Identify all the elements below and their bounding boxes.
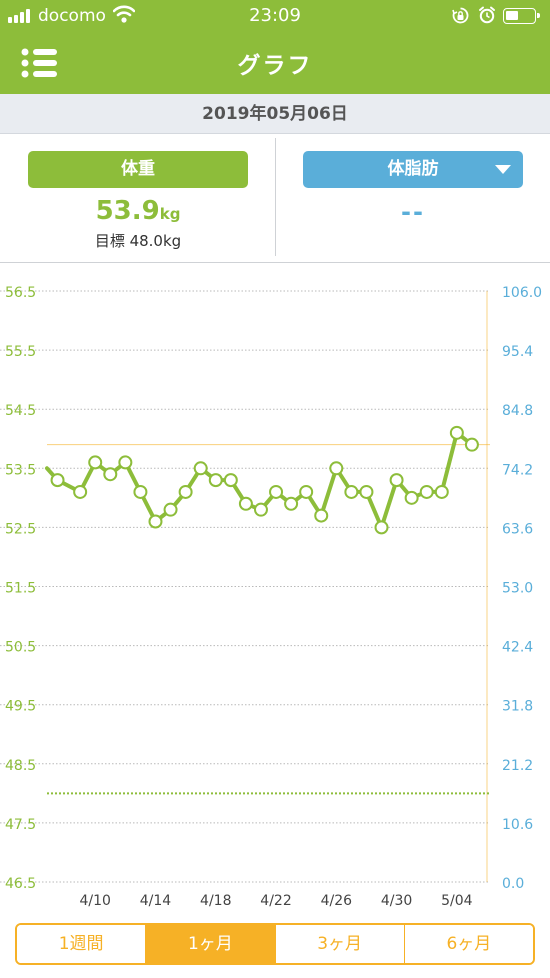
orientation-lock-icon [452, 7, 469, 24]
y-right-tick-label: 74.2 [502, 462, 533, 478]
top-nav-bar: グラフ [0, 34, 550, 94]
weight-data-point[interactable] [208, 473, 223, 488]
weight-target: 目標 48.0kg [94, 232, 182, 250]
y-right-tick-label: 21.2 [502, 758, 533, 774]
y-right-tick-label: 63.6 [502, 521, 533, 537]
current-date: 2019年05月06日 [0, 94, 550, 134]
weight-data-point[interactable] [148, 514, 163, 529]
body-fat-label: 体脂肪 [387, 159, 439, 179]
status-bar: docomo 23:09 [0, 0, 550, 34]
y-left-tick-label: 50.5 [5, 640, 36, 656]
x-tick-label: 4/18 [200, 893, 231, 909]
y-right-tick-label: 10.6 [502, 817, 533, 833]
weight-chart[interactable]: 56.5 106.0 55.5 95.4 54.5 84.8 53.5 74.2 52.5 63.… [0, 263, 550, 913]
weight-value: 53.9kg [0, 196, 276, 226]
y-left-tick-label: 51.5 [5, 581, 36, 597]
y-left-tick-label: 54.5 [5, 403, 36, 419]
weight-data-point[interactable] [449, 425, 464, 440]
y-left-tick-label: 46.5 [5, 876, 36, 892]
battery-icon [503, 8, 540, 24]
body-fat-panel: 体脂肪 -- [276, 134, 550, 262]
weight-data-point[interactable] [314, 508, 329, 523]
weight-panel: 体重 53.9kg 目標 48.0kg [0, 134, 276, 262]
y-right-tick-label: 31.8 [502, 699, 533, 715]
x-tick-label: 4/22 [260, 893, 291, 909]
wifi-icon [113, 5, 135, 23]
clock-time: 23:09 [249, 5, 301, 26]
weight-data-point[interactable] [163, 502, 178, 517]
range-tab[interactable]: 6ヶ月 [404, 925, 533, 963]
weight-number: 53.9 [95, 196, 160, 226]
y-left-tick-label: 48.5 [5, 758, 36, 774]
weight-data-point[interactable] [299, 484, 314, 499]
y-left-tick-label: 53.5 [5, 462, 36, 478]
y-right-tick-label: 84.8 [502, 403, 533, 419]
signal-strength-icon [8, 9, 34, 23]
y-right-tick-label: 53.0 [502, 581, 533, 597]
y-left-tick-label: 49.5 [5, 699, 36, 715]
weight-data-point[interactable] [344, 484, 359, 499]
weight-data-point[interactable] [50, 473, 65, 488]
weight-unit: kg [159, 205, 181, 223]
weight-data-point[interactable] [389, 473, 404, 488]
weight-data-point[interactable] [269, 484, 284, 499]
weight-data-point[interactable] [178, 484, 193, 499]
weight-data-point[interactable] [103, 467, 118, 482]
weight-data-point[interactable] [118, 455, 133, 470]
range-tab[interactable]: 1週間 [17, 925, 147, 963]
y-right-tick-label: 42.4 [502, 640, 533, 656]
panel-divider [275, 138, 276, 256]
range-tab[interactable]: 1ヶ月 [146, 925, 276, 963]
alarm-icon [479, 6, 495, 24]
body-fat-dropdown[interactable]: 体脂肪 [303, 151, 523, 188]
weight-data-point[interactable] [253, 502, 268, 517]
y-right-tick-label: 0.0 [502, 876, 524, 892]
y-left-tick-label: 55.5 [5, 344, 36, 360]
x-tick-label: 4/30 [381, 893, 412, 909]
weight-data-point[interactable] [419, 484, 434, 499]
weight-data-point[interactable] [329, 461, 344, 476]
y-right-tick-label: 95.4 [502, 344, 533, 360]
range-selector: 1週間 1ヶ月 3ヶ月 6ヶ月 [15, 923, 535, 965]
weight-data-point[interactable] [464, 437, 479, 452]
caret-down-icon [495, 165, 511, 174]
section-divider [0, 262, 550, 263]
weight-data-point[interactable] [73, 484, 88, 499]
y-left-tick-label: 56.5 [5, 285, 36, 301]
menu-list-icon[interactable] [20, 46, 60, 80]
weight-data-point[interactable] [374, 520, 389, 535]
weight-data-point[interactable] [223, 473, 238, 488]
weight-data-point[interactable] [404, 490, 419, 505]
carrier-name: docomo [38, 6, 106, 26]
x-tick-label: 4/26 [321, 893, 353, 909]
weight-data-point[interactable] [359, 484, 374, 499]
body-fat-value: -- [401, 198, 425, 226]
x-tick-label: 4/14 [140, 893, 172, 909]
weight-data-point[interactable] [238, 496, 253, 511]
weight-button[interactable]: 体重 [28, 151, 248, 188]
page-title: グラフ [237, 53, 313, 79]
weight-data-point[interactable] [193, 461, 208, 476]
weight-data-point[interactable] [88, 455, 103, 470]
weight-data-point[interactable] [284, 496, 299, 511]
x-tick-label: 4/10 [79, 893, 110, 909]
y-left-tick-label: 52.5 [5, 521, 36, 537]
y-left-tick-label: 47.5 [5, 817, 36, 833]
y-right-tick-label: 106.0 [502, 285, 542, 301]
weight-data-point[interactable] [434, 484, 449, 499]
x-tick-label: 5/04 [441, 893, 473, 909]
weight-data-point[interactable] [133, 484, 148, 499]
range-tab[interactable]: 3ヶ月 [275, 925, 405, 963]
